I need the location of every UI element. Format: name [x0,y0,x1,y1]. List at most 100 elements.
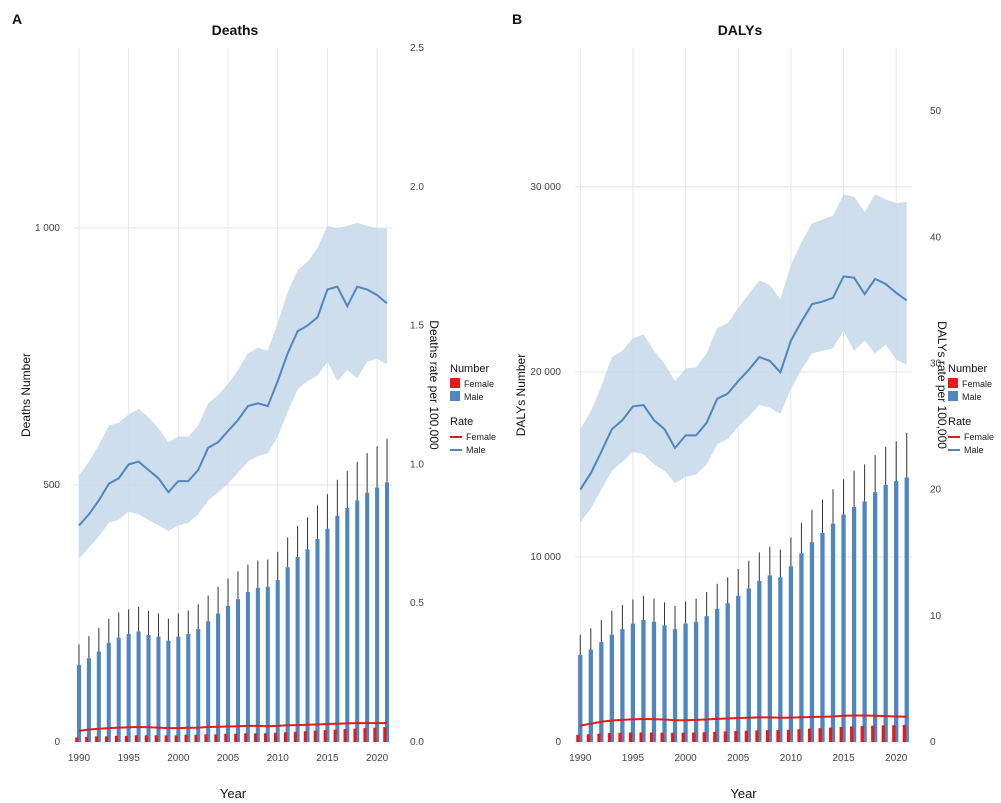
male-number-bar [206,621,211,742]
x-tick-label: 2020 [366,753,389,764]
male-number-bar [365,492,370,742]
female-number-bar [184,734,188,742]
y-tick-label: 1 000 [35,223,60,234]
y2-tick-label: 30 [930,358,942,369]
male-number-bar [96,651,101,742]
y2-tick-label: 0.0 [410,737,424,748]
male-number-bar [746,588,751,742]
male-number-bar [841,514,846,742]
male-number-bar [146,635,151,742]
male-number-bar [799,553,804,742]
y2-tick-label: 0 [930,737,936,748]
female-number-bar [713,731,717,742]
male-number-bar [166,640,171,742]
legend-female-rate-label: Female [466,432,496,442]
female-number-bar [681,732,685,742]
female-number-bar [283,732,287,742]
y-axis-label: DALYs Number [514,354,528,436]
female-number-bar [164,735,168,742]
y2-axis-label: DALYs rate per 100,000 [935,321,949,449]
female-number-bar [124,735,128,742]
x-tick-label: 2000 [167,753,190,764]
male-number-bar [345,508,350,742]
female-number-bar [628,732,633,742]
legend-female-swatch [948,378,958,388]
female-number-bar [194,734,198,742]
male-number-bar [641,619,646,742]
legend-female-label: Female [962,379,992,389]
x-axis-label: Year [730,786,757,801]
y-tick-label: 30 000 [530,182,561,193]
y-tick-label: 20 000 [530,367,561,378]
x-tick-label: 2000 [674,753,697,764]
panel-deaths: 0 500 1 000 0.0 0.5 1.0 1.5 2.0 2.5 1990 1995 2000 2… [12,11,496,801]
male-number-bar [315,538,320,742]
female-number-bar [174,735,178,742]
male-number-bar [235,599,240,742]
male-rate-uncertainty-band [580,194,907,523]
male-number-bar [851,506,857,742]
male-number-bar [809,542,815,742]
female-number-bar [734,731,738,742]
male-number-bar [226,605,231,742]
y2-tick-label: 10 [930,611,942,622]
legend-rate-title: Rate [948,416,971,428]
y-tick-label: 0 [54,737,60,748]
panel-label: A [12,11,22,27]
female-number-bar [818,728,822,742]
male-number-bar [883,484,888,742]
female-number-bar [244,733,248,742]
female-number-bar [333,729,337,742]
x-tick-label: 2015 [316,753,339,764]
legend-number-title: Number [450,363,489,375]
female-number-bar [902,724,907,742]
y2-tick-label: 1.5 [410,321,424,332]
male-number-bar [186,634,191,742]
female-number-bar [892,725,896,742]
male-number-bar [588,649,593,742]
male-number-bar [704,616,709,742]
female-number-bar [871,725,875,742]
x-tick-label: 1995 [118,753,141,764]
male-number-bar [116,637,121,742]
male-number-bar [176,636,181,742]
female-number-bar [639,732,643,742]
female-number-bar [363,728,367,742]
female-number-bar [134,735,138,742]
panel-title: DALYs [718,22,763,38]
female-number-bar [607,733,612,742]
female-number-bar [95,736,99,742]
female-number-bar [597,733,601,742]
male-number-bar [136,631,141,742]
male-number-bar [245,591,250,742]
female-number-bar [323,730,327,742]
male-number-bar [862,501,867,742]
x-tick-label: 2010 [780,753,803,764]
male-number-bar [757,580,762,742]
female-number-bar [618,732,622,742]
male-number-bar [830,523,836,742]
y2-tick-label: 20 [930,485,942,496]
male-number-bar [672,629,678,742]
female-number-bar [702,732,706,742]
male-number-bar [820,532,825,742]
male-number-bar [620,629,625,742]
male-number-bar [86,658,91,742]
male-rate-uncertainty-band [79,222,387,559]
female-number-bar [224,733,228,742]
x-tick-label: 2005 [217,753,240,764]
legend-male-rate-label: Male [964,445,984,455]
y2-axis-label: Deaths rate per 100,000 [427,320,441,450]
male-number-bar [285,567,290,742]
male-number-bar [778,577,783,742]
x-tick-label: 1995 [622,753,645,764]
female-number-bar [273,732,278,742]
male-number-bar [904,477,909,742]
female-number-bar [204,734,208,742]
female-number-bar [383,727,387,742]
panel-title: Deaths [212,22,259,38]
female-number-bar [75,737,79,742]
female-number-bar [829,727,833,742]
legend-female-label: Female [464,379,494,389]
panel-dalys: 0 10 000 20 000 30 000 0 10 20 30 40 50 1990 1995 20… [512,11,994,801]
